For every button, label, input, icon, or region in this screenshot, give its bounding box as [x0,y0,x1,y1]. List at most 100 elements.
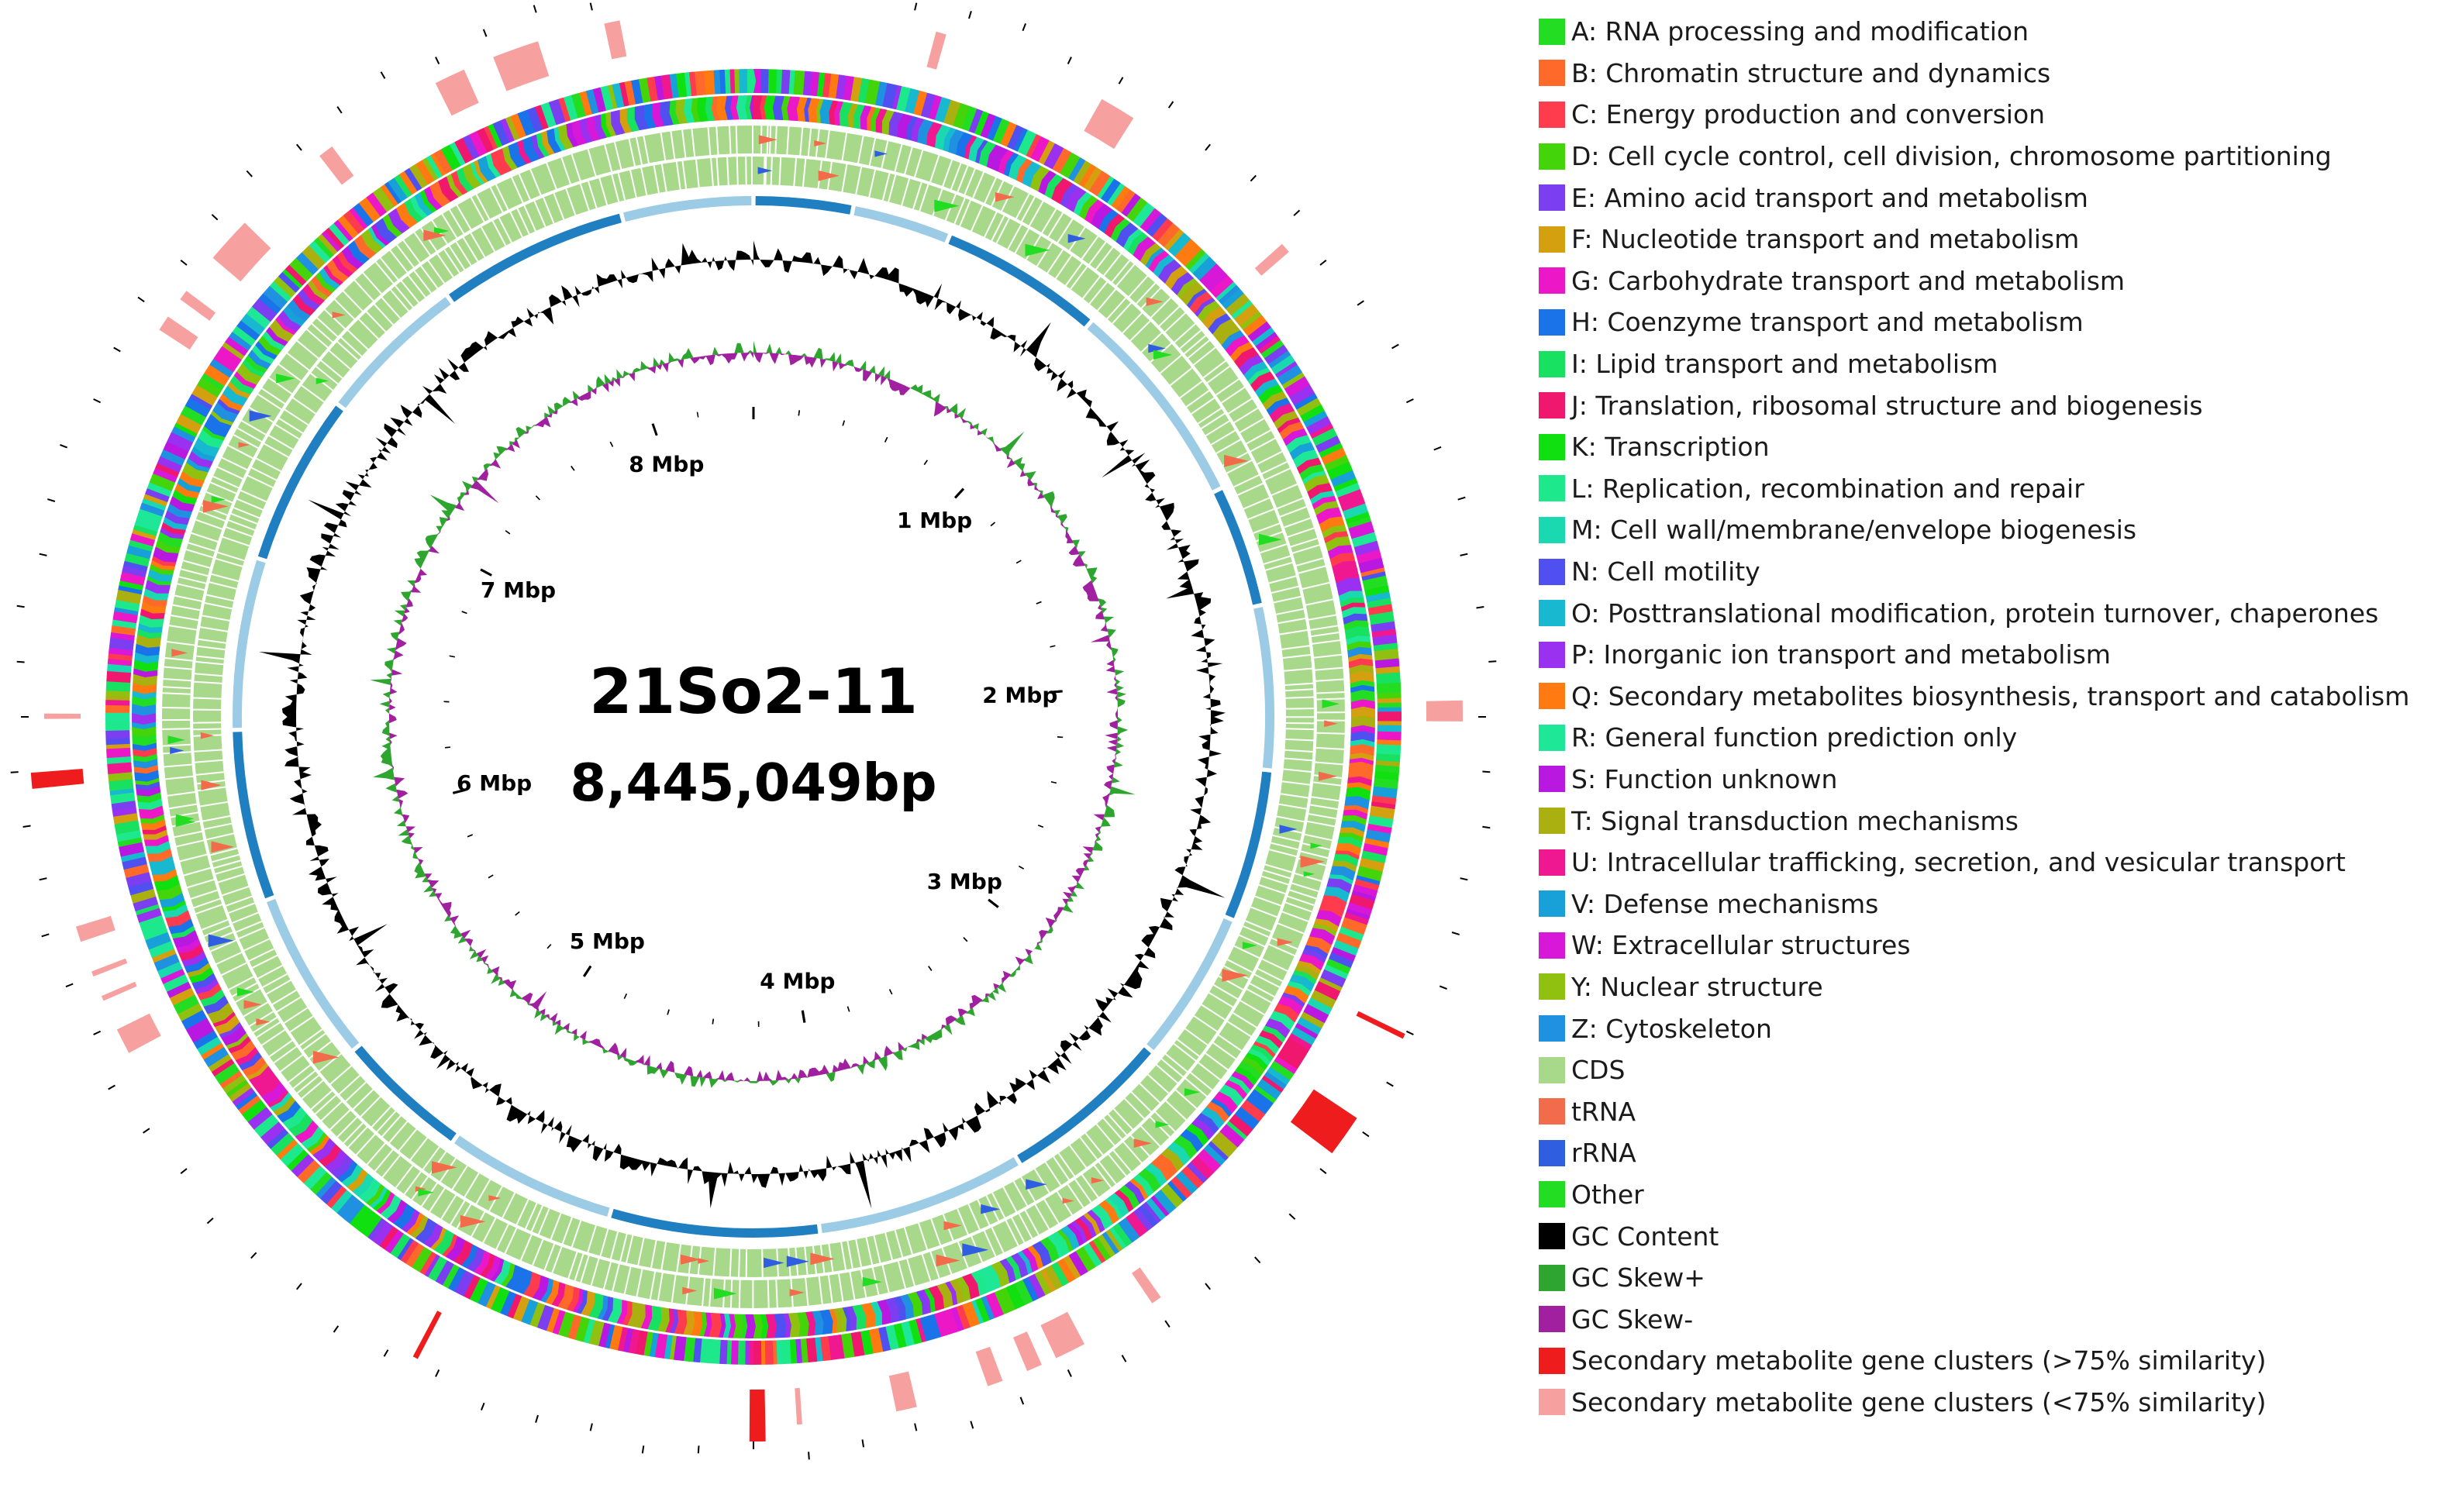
cog-arrow [948,129,964,155]
cds-gap [1316,732,1345,735]
cog-arrow [1229,342,1253,362]
cog-arrow [491,150,507,176]
outer-tick [246,170,253,177]
cds-gap [1287,895,1315,907]
cog-arrow [185,1018,209,1034]
cog-arrow [522,136,540,163]
legend-swatch [1539,143,1565,170]
cds-gap [855,1239,863,1267]
cds-gap [347,329,369,350]
cog-arrow [133,525,158,536]
cds-gap [1140,287,1162,309]
cds-gap [1136,282,1157,305]
cog-arrow [269,319,295,343]
cog-arrow [1123,229,1143,251]
cds-gap [543,197,555,224]
legend-label: Q: Secondary metabolites biosynthesis, t… [1571,680,2410,711]
cog-arrow [423,1223,443,1249]
cog-arrow [464,1274,481,1300]
cog-arrow [168,918,194,935]
legend-item: J: Translation, ribosomal structure and … [1539,384,2446,426]
cog-arrow [169,496,195,512]
cog-arrow [367,1218,387,1241]
legend-item: I: Lipid transport and metabolism [1539,343,2446,385]
rna-marker [1222,969,1248,982]
cog-arrow [422,157,439,181]
cog-arrow [1241,1056,1265,1076]
cds-gap [201,918,229,931]
cog-arrow [147,569,174,582]
cog-arrow [388,208,410,234]
cog-arrow [1269,1011,1295,1031]
metabolite-cluster [180,291,216,321]
legend-item: W: Extracellular structures [1539,925,2446,966]
cog-arrow [1102,1231,1119,1255]
cds-gap [736,157,739,185]
cds-gap [163,751,191,755]
cog-arrow [1312,495,1337,510]
cog-arrow [1215,1131,1238,1152]
cog-arrow [262,331,285,351]
cog-arrow [198,429,224,449]
cds-gap [471,1211,486,1238]
cds-gap [315,366,339,385]
scale-tick [1038,825,1044,828]
cog-arrow [1262,391,1288,411]
outer-tick [1019,1397,1025,1405]
cds-gap [1285,901,1312,913]
cog-arrow [1116,189,1136,213]
cog-arrow [745,95,753,120]
cds-gap [884,1232,893,1260]
cog-arrow [1277,1047,1303,1069]
cog-arrow [1261,1075,1284,1093]
scale-tick [488,874,494,879]
cog-arrow [163,517,188,530]
legend-swatch [1539,1098,1565,1125]
cds-gap [1103,253,1122,277]
cog-arrow [1326,461,1353,480]
cds-gap [381,1114,402,1138]
cds-gap [427,260,446,284]
cds-gap [1210,429,1236,446]
rna-marker [208,934,234,947]
legend-swatch [1539,226,1565,253]
cog-arrow [266,326,288,346]
cog-arrow [204,418,230,438]
cog-arrow [1257,1078,1281,1100]
cog-arrow [283,305,306,326]
cog-arrow [833,1308,842,1333]
outer-tick [1067,57,1072,65]
cds-gap [402,239,421,263]
metabolite-cluster [1356,1011,1405,1039]
cog-arrow [1343,613,1368,625]
cog-arrow [1377,711,1402,724]
cog-arrow [1259,1030,1283,1049]
cog-arrow [395,202,418,229]
cog-arrow [440,144,461,170]
rna-marker [1062,1197,1074,1204]
outer-tick [914,1423,918,1431]
cog-arrow [1015,158,1033,184]
outer-tick [1167,101,1174,108]
legend-label: P: Inorganic ion transport and metabolis… [1571,639,2111,670]
cog-arrow [1171,1176,1192,1199]
cog-arrow [579,118,594,143]
cds-gap [1112,302,1132,325]
legend-label: O: Posttranslational modification, prote… [1571,598,2379,629]
cds-gap [543,1243,556,1271]
cog-arrow [142,924,168,941]
cog-arrow [257,1076,281,1097]
cds-gap [1213,984,1239,1000]
legend-item: P: Inorganic ion transport and metabolis… [1539,634,2446,676]
cds-gap [561,1217,573,1245]
cog-arrow [353,202,374,227]
cog-arrow [1252,327,1275,346]
cds-gap [984,212,998,238]
cog-arrow [571,119,587,146]
cds-gap [804,1246,809,1275]
legend-item: F: Nucleotide transport and metabolism [1539,219,2446,260]
cog-arrow [1179,243,1202,267]
legend-swatch [1539,1389,1565,1416]
cog-arrow [753,1314,764,1338]
cds-gap [197,645,226,651]
